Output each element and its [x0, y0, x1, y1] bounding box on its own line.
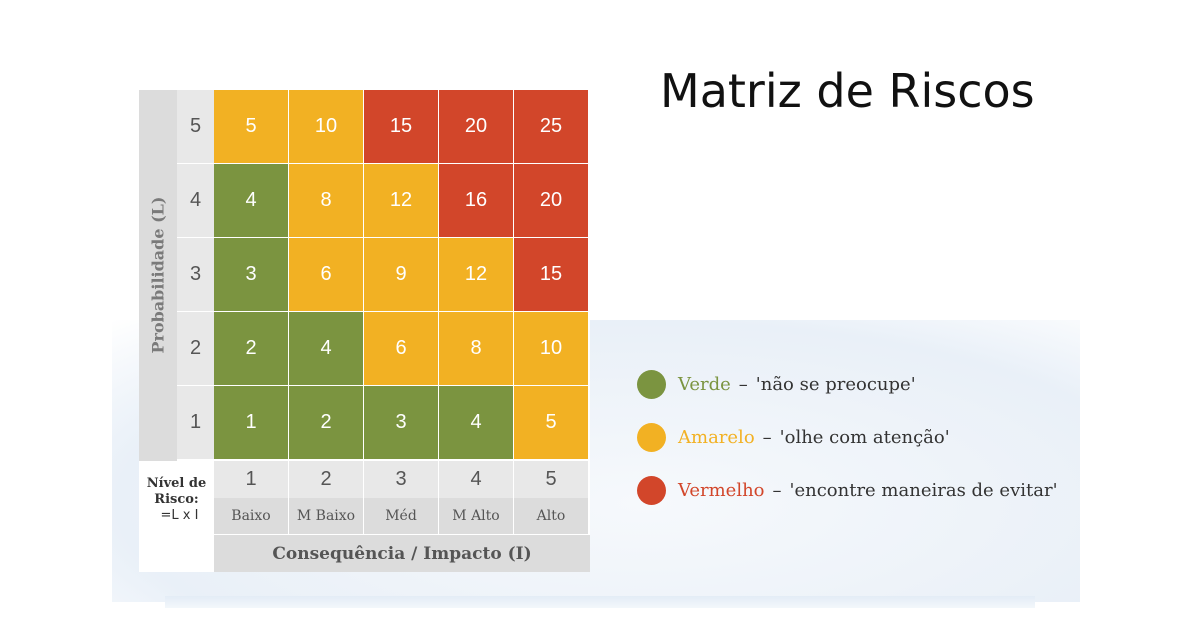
risk-cell: 2	[214, 312, 289, 386]
legend-item: Amarelo –'olhe com atenção'	[637, 421, 950, 453]
risk-cell: 12	[364, 164, 439, 238]
legend-item: Vermelho –'encontre maneiras de evitar'	[637, 474, 1058, 506]
risk-cell: 8	[289, 164, 364, 238]
impact-level-2: 2	[289, 461, 364, 498]
impact-level-5: 5	[514, 461, 589, 498]
risk-cell: 15	[514, 238, 589, 312]
risk-grid: 5 10 15 20 25 4 8 12 16 20 3 6 9 12 15 2 4 6 8 10 1 2 3 4 5	[214, 90, 590, 461]
risk-cell: 10	[514, 312, 589, 386]
impact-level-4: 4	[439, 461, 514, 498]
risk-cell: 10	[289, 90, 364, 164]
risk-cell: 5	[214, 90, 289, 164]
risk-cell: 20	[439, 90, 514, 164]
probability-axis: Probabilidade (L)	[139, 90, 177, 461]
impact-name: Alto	[514, 498, 589, 534]
legend-name: Amarelo	[678, 426, 755, 448]
legend-name: Verde	[678, 373, 731, 395]
risk-note-formula: =L x I	[160, 508, 199, 523]
risk-cell: 5	[514, 386, 589, 460]
risk-cell: 6	[289, 238, 364, 312]
legend-dot-icon	[637, 422, 666, 452]
legend-name: Vermelho	[678, 479, 765, 501]
legend-separator: –	[762, 426, 772, 448]
impact-name: Méd	[364, 498, 439, 534]
legend-text: 'encontre maneiras de evitar'	[789, 479, 1058, 501]
impact-name: Baixo	[214, 498, 289, 534]
risk-cell: 8	[439, 312, 514, 386]
risk-cell: 20	[514, 164, 589, 238]
risk-cell: 2	[289, 386, 364, 460]
risk-level-note: Nível de Risco: =L x I	[139, 476, 214, 524]
legend-text: 'não se preocupe'	[755, 373, 916, 395]
legend-separator: –	[772, 479, 782, 501]
legend-item: Verde –'não se preocupe'	[637, 368, 916, 400]
legend-dot-icon	[637, 369, 666, 399]
page-title: Matriz de Riscos	[660, 64, 1035, 118]
risk-cell: 16	[439, 164, 514, 238]
legend-separator: –	[738, 373, 748, 395]
probability-level-3: 3	[177, 238, 214, 312]
risk-cell: 15	[364, 90, 439, 164]
probability-level-5: 5	[177, 90, 214, 164]
risk-cell: 3	[364, 386, 439, 460]
probability-level-4: 4	[177, 164, 214, 238]
risk-cell: 9	[364, 238, 439, 312]
impact-name: M Alto	[439, 498, 514, 534]
consequence-label: Consequência / Impacto (I)	[214, 535, 590, 572]
risk-note-line1: Nível de	[146, 476, 207, 491]
legend-dot-icon	[637, 475, 666, 505]
impact-level-1: 1	[214, 461, 289, 498]
risk-cell: 12	[439, 238, 514, 312]
impact-names: Baixo M Baixo Méd M Alto Alto	[214, 498, 590, 534]
background-base	[165, 596, 1035, 608]
risk-cell: 25	[514, 90, 589, 164]
risk-cell: 1	[214, 386, 289, 460]
risk-cell: 4	[214, 164, 289, 238]
probability-level-1: 1	[177, 386, 214, 460]
risk-note-line2: Risco:	[154, 492, 199, 507]
legend-text: 'olhe com atenção'	[779, 426, 950, 448]
risk-cell: 4	[289, 312, 364, 386]
risk-cell: 4	[439, 386, 514, 460]
probability-level-2: 2	[177, 312, 214, 386]
impact-level-3: 3	[364, 461, 439, 498]
probability-label: Probabilidade (L)	[148, 196, 168, 354]
risk-cell: 3	[214, 238, 289, 312]
risk-cell: 6	[364, 312, 439, 386]
impact-name: M Baixo	[289, 498, 364, 534]
